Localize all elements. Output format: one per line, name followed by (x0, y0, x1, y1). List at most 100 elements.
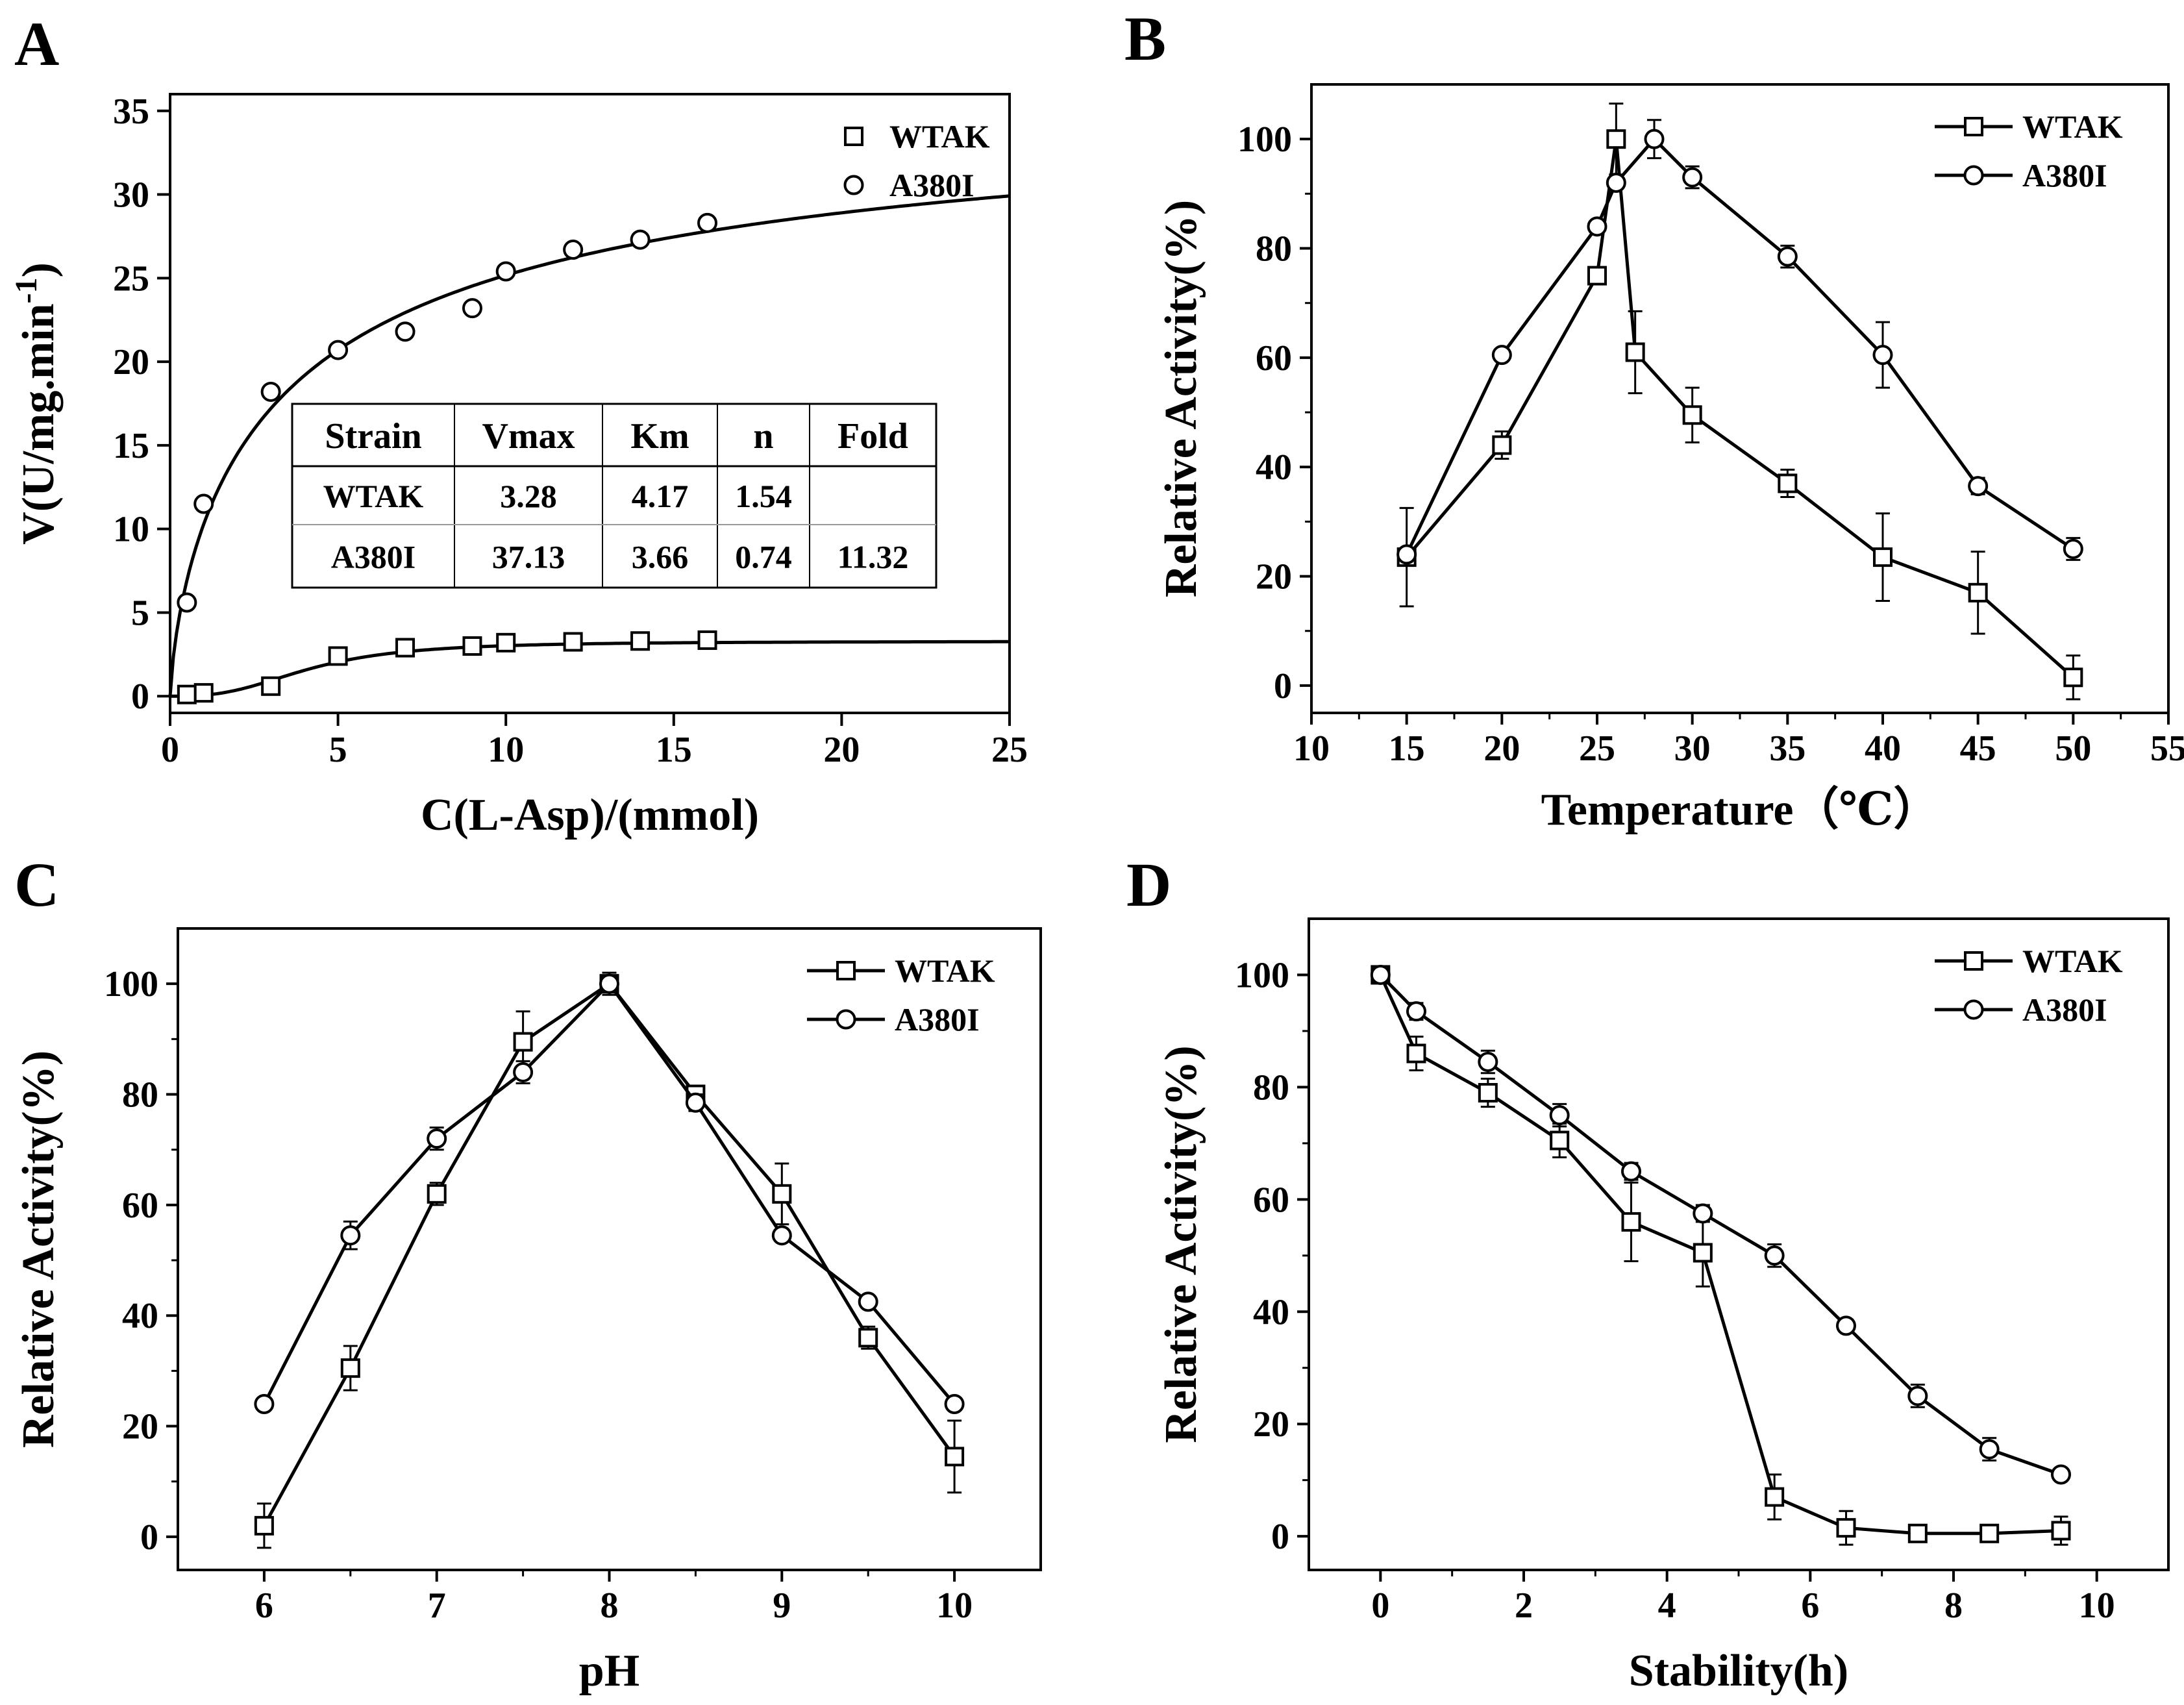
panel-letter: C (14, 850, 59, 919)
data-point (1979, 1523, 2000, 1543)
series-a380i: A380I (1370, 964, 2107, 1485)
data-point (2063, 667, 2083, 688)
series-a380i: A380I (1396, 119, 2107, 565)
y-tick-label: 10 (113, 510, 149, 550)
data-point (1907, 1386, 1928, 1406)
data-point (1606, 173, 1626, 193)
panel-letter: D (1126, 850, 1171, 919)
data-point (1491, 345, 1512, 366)
data-point (1550, 1130, 1570, 1151)
data-point (1406, 1043, 1426, 1064)
y-tick-label: 35 (113, 92, 149, 132)
x-tick-label: 25 (991, 730, 1028, 770)
data-point (1873, 547, 1892, 567)
y-tick-label: 80 (1256, 229, 1292, 269)
legend-label: WTAK (895, 952, 995, 989)
table-header-cell: Fold (838, 416, 908, 456)
panel-d: D0 2 4 6 8 10020406080100Stability(h)Relative… (1126, 850, 2170, 1696)
x-tick-label: 40 (1865, 728, 1901, 769)
y-tick-label: 0 (131, 677, 149, 717)
x-tick-label: 0 (1371, 1586, 1389, 1626)
x-tick-label: 4 (1658, 1586, 1676, 1626)
data-point (945, 1447, 965, 1467)
data-point (1682, 405, 1702, 425)
x-tick-label: 8 (1944, 1586, 1963, 1626)
data-point (858, 1291, 878, 1312)
table-cell: 3.66 (632, 539, 689, 575)
data-point (630, 631, 651, 651)
legend-marker (844, 127, 863, 146)
y-tick-label: 25 (113, 258, 149, 299)
y-tick-label: 60 (1253, 1180, 1289, 1220)
panel-letter: B (1124, 4, 1166, 73)
series-wtak: WTAK (254, 952, 995, 1549)
y-axis-title: Relative Activity(%) (1156, 1045, 1206, 1443)
data-point (1406, 1001, 1426, 1022)
legend-marker (1964, 117, 1983, 136)
y-axis-title-close: ) (14, 262, 64, 277)
kinetics-table: Strain Vmax Km n Fold WTAK 3.28 4.17 1.54 A380I 37… (291, 403, 937, 589)
panel-b: B 10 15 20 25 30 35 40 45 50 55 0 20 40 60 80 100 Tempera… (1124, 4, 2184, 835)
series-a380i: A380I (168, 167, 1010, 697)
data-point (177, 592, 197, 613)
x-tick-label: 8 (601, 1586, 619, 1626)
series-a380i: A380I (254, 973, 980, 1414)
x-tick-label: 25 (1579, 728, 1615, 769)
data-point (1693, 1203, 1713, 1224)
y-tick-label: 15 (113, 426, 149, 466)
y-axis-title: Relative Activity(%) (1156, 200, 1206, 597)
data-point (2051, 1521, 2071, 1541)
panel-letter: A (14, 9, 59, 79)
data-point (1625, 342, 1645, 362)
table-header-cell: Km (630, 416, 689, 456)
legend-marker (1963, 999, 1984, 1020)
data-point (254, 1393, 275, 1414)
data-point (2063, 538, 2083, 559)
table-header-cell: Strain (325, 416, 421, 456)
x-tick-label: 9 (773, 1586, 791, 1626)
data-point (260, 381, 281, 402)
x-tick-label: 15 (656, 730, 692, 770)
table-cell: A380I (331, 539, 416, 575)
data-point (1587, 216, 1607, 237)
series-line (262, 981, 956, 1406)
data-point (1778, 473, 1798, 493)
data-point (340, 1225, 361, 1246)
series-line (1405, 138, 2074, 679)
series-wtak: WTAK (1396, 102, 2123, 701)
data-point (1478, 1083, 1498, 1103)
x-tick-label: 20 (823, 730, 860, 770)
legend-label: A380I (889, 167, 974, 203)
x-tick-label: 6 (1801, 1586, 1819, 1626)
x-axis-title: C(L-Asp)/(mmol) (421, 790, 759, 840)
x-tick-label: 0 (161, 730, 179, 770)
data-point (462, 298, 482, 319)
y-tick-label: 100 (104, 964, 158, 1004)
x-tick-label: 10 (2079, 1586, 2115, 1626)
data-point (1621, 1212, 1641, 1232)
data-point (697, 630, 717, 650)
data-point (1765, 1487, 1785, 1507)
y-tick-label: 20 (113, 342, 149, 382)
legend-marker (843, 175, 864, 195)
data-point (1396, 544, 1417, 565)
data-point (1968, 476, 1989, 497)
y-tick-label: 5 (131, 593, 149, 633)
table-cell: 4.17 (632, 478, 689, 514)
data-point (563, 240, 584, 260)
series-line (262, 981, 956, 1527)
table-cell: 11.32 (838, 539, 909, 575)
y-tick-label: 100 (1235, 955, 1289, 995)
data-point (1764, 1245, 1785, 1266)
data-point (1872, 345, 1893, 366)
data-point (944, 1393, 965, 1414)
data-point (395, 638, 416, 658)
data-point (1968, 582, 1988, 603)
legend-label: A380I (2022, 157, 2107, 193)
panel-a: A 0 5 10 15 20 25 0 5 10 15 20 25 30 35 C(L-Asp)/(mmol)… (9, 9, 1028, 840)
data-point (1836, 1518, 1856, 1538)
x-axis-title: Stability(h) (1629, 1646, 1848, 1696)
y-axis-title: V(U/mg.min-1) (9, 262, 64, 545)
data-point (599, 973, 619, 994)
